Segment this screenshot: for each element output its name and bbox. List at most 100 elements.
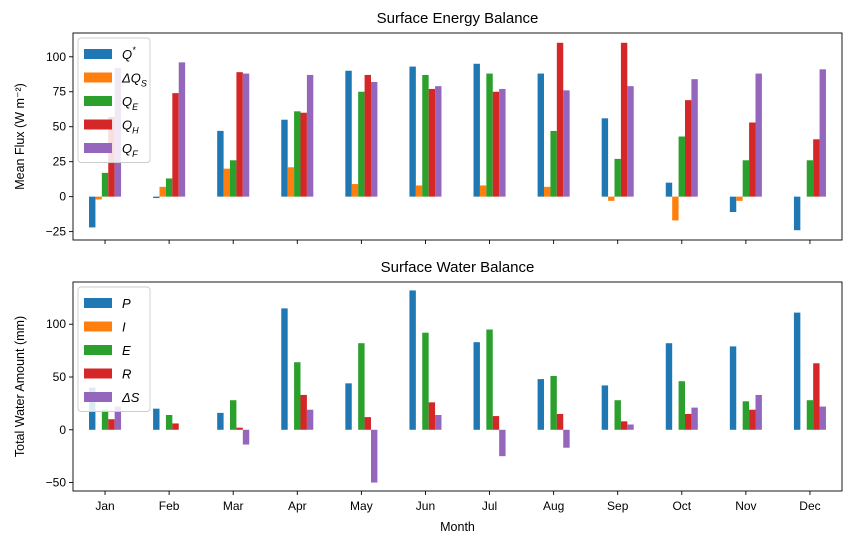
bar-Q-F-Feb [178, 62, 186, 197]
bar-Q-E-Jan [101, 172, 109, 197]
bar-Q-H-Mar [236, 72, 243, 197]
bar-Q-Jun [409, 66, 416, 197]
bar-Q-Mar [217, 130, 224, 197]
bar-Q-Apr [281, 119, 288, 197]
legend-swatch [84, 143, 112, 153]
bar-R-Nov [749, 409, 756, 430]
legend-box [77, 286, 151, 412]
legend-label: E [122, 343, 131, 358]
bar-Q-F-Mar [242, 73, 250, 197]
bar-P-Nov [729, 346, 737, 430]
y-tick-label: 100 [46, 50, 66, 64]
legend-label: I [122, 320, 126, 335]
bar-Q-F-Apr [306, 74, 314, 197]
bar-R-May [364, 417, 371, 430]
bar-Q-Oct [665, 182, 673, 197]
bar-Q-E-Apr [294, 111, 301, 197]
legend-box [77, 37, 151, 163]
legend-label: QE [122, 94, 139, 112]
bar-ΔQ-S-Mar [223, 168, 231, 197]
bar-Q-H-Nov [749, 122, 756, 197]
bar-ΔS-Oct [691, 407, 698, 430]
bar-ΔS-Mar [242, 429, 250, 445]
legend-label: QH [122, 118, 139, 136]
bar-ΔQ-S-Jun [415, 185, 423, 197]
legend: Q* ΔQS QE QH QF [77, 37, 151, 163]
legend-swatch [84, 345, 112, 355]
bar-Q-Nov [729, 196, 737, 213]
bar-Q-E-Mar [230, 160, 237, 197]
bar-E-Jan [101, 409, 109, 430]
bar-P-Jul [473, 342, 480, 430]
y-tick-label: 0 [59, 423, 66, 437]
x-tick-label: Dec [799, 499, 820, 513]
bar-Q-F-May [370, 81, 378, 197]
bar-Q-F-Dec [819, 69, 826, 197]
bar-ΔS-Sep [627, 424, 634, 430]
bar-ΔS-May [370, 429, 378, 483]
chart-title: Surface Energy Balance [377, 10, 539, 27]
bar-Q-E-Oct [678, 136, 685, 197]
bar-ΔS-Jan [114, 406, 122, 430]
bar-Q-H-Oct [685, 100, 692, 197]
x-axis-label: Month [440, 520, 475, 534]
x-tick-label: Nov [735, 499, 756, 513]
bar-Q-E-Sep [614, 158, 621, 197]
bar-E-Mar [230, 400, 237, 430]
bar-ΔQ-S-Apr [287, 167, 295, 197]
y-axis-label: Total Water Amount (mm) [13, 316, 27, 457]
bar-Q-Sep [601, 118, 609, 197]
bar-Q-H-Aug [556, 42, 564, 197]
bar-E-Jun [422, 332, 429, 430]
legend-label: P [122, 296, 131, 311]
bar-R-Mar [236, 427, 243, 430]
bar-E-Apr [294, 362, 301, 430]
bar-ΔQ-S-Aug [544, 186, 551, 197]
chart-panel-2: Surface Water Balance −50 0 50 100 Jan Feb Mar A… [13, 259, 843, 534]
x-tick-label: May [350, 499, 373, 513]
bar-E-Oct [678, 381, 685, 430]
legend-swatch [84, 392, 112, 402]
legend-label: R [122, 367, 131, 382]
x-tick-label: Apr [288, 499, 307, 513]
bar-Q-Jan [89, 196, 96, 228]
bar-ΔQ-S-May [351, 184, 359, 197]
legend-swatch [84, 298, 112, 308]
chart-panel-1: Surface Energy Balance −25 0 25 50 75 100 Mean … [13, 10, 843, 244]
bar-E-Nov [742, 401, 750, 430]
y-tick-label: 100 [46, 317, 66, 331]
plot-frame [72, 281, 843, 492]
bar-Q-F-Jun [435, 86, 442, 197]
bar-P-Oct [665, 343, 673, 430]
bar-Q-F-Oct [691, 79, 698, 197]
bar-ΔQ-S-Feb [159, 186, 166, 197]
bar-Q-F-Nov [755, 73, 762, 197]
bar-ΔS-Jul [499, 429, 506, 457]
bar-P-Jun [409, 290, 416, 430]
bar-E-Aug [550, 375, 557, 430]
legend-swatch [84, 72, 112, 83]
bar-P-May [345, 383, 352, 430]
y-tick-label: 75 [53, 85, 67, 99]
bar-Q-F-Sep [627, 86, 634, 197]
legend-label: Q* [122, 45, 136, 62]
y-tick-label: −50 [46, 476, 67, 490]
bar-Q-H-May [364, 74, 371, 197]
y-axis-label: Mean Flux (W m⁻²) [13, 83, 27, 190]
bar-Q-E-May [358, 91, 365, 197]
y-tick-label: 25 [53, 155, 67, 169]
plot-frame [72, 32, 843, 241]
bar-Q-H-Jun [428, 88, 436, 197]
bar-E-Dec [806, 400, 814, 430]
bar-ΔS-Dec [819, 406, 826, 430]
legend-label: ΔQS [121, 71, 147, 89]
bar-P-Feb [153, 408, 160, 430]
x-tick-label: Sep [607, 499, 629, 513]
bar-R-Sep [620, 421, 628, 430]
bar-P-Apr [281, 308, 288, 430]
legend-label: ΔS [121, 390, 140, 405]
bar-Q-H-Sep [620, 42, 628, 197]
bar-Q-Feb [153, 196, 160, 199]
legend-swatch [84, 96, 112, 106]
